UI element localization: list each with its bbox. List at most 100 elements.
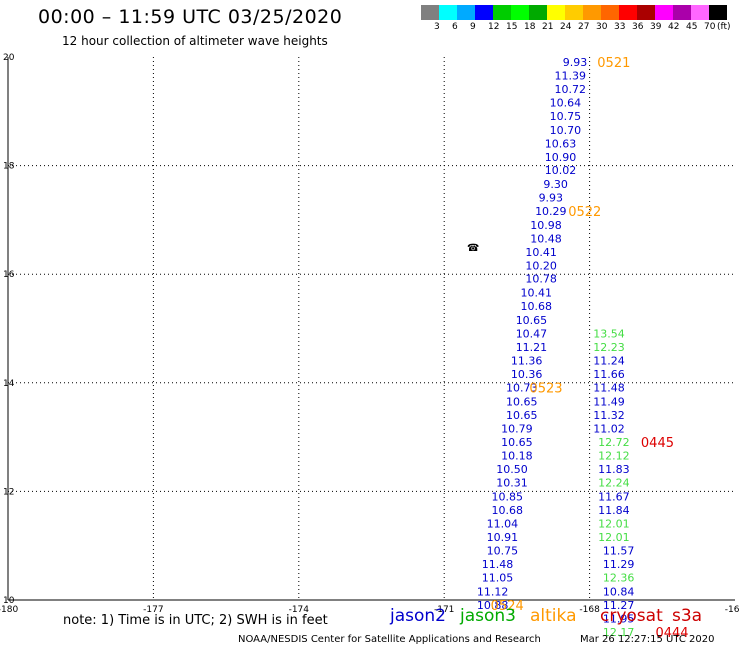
- x-tick-label: -171: [434, 605, 454, 615]
- wave-height-value: 11.12: [477, 585, 509, 598]
- wave-height-value: 10.29: [535, 205, 567, 218]
- wave-height-value: 11.24: [593, 355, 625, 368]
- legend-swatch: [493, 5, 511, 20]
- x-tick-label: -177: [143, 605, 163, 615]
- wave-height-value: 11.32: [593, 409, 625, 422]
- y-tick-label: 20: [3, 53, 15, 63]
- island-marker: ☎: [467, 243, 479, 254]
- wave-height-value: 10.75: [487, 545, 519, 558]
- wave-height-value: 12.72: [598, 436, 630, 449]
- legend-swatch: [511, 5, 529, 20]
- legend-label: 45: [686, 22, 698, 32]
- satellite-s3a: s3a: [672, 606, 703, 626]
- wave-height-value: 11.48: [482, 558, 514, 571]
- wave-height-value: 10.85: [491, 490, 523, 503]
- wave-height-value: 10.20: [525, 260, 557, 273]
- wave-height-value: 12.12: [598, 450, 630, 463]
- wave-height-value: 10.65: [506, 409, 538, 422]
- generation-timestamp: Mar 26 12:27:15 UTC 2020: [580, 634, 715, 645]
- legend-label: 42: [668, 22, 680, 32]
- wave-height-value: 12.23: [593, 341, 625, 354]
- wave-height-value: 12.01: [598, 531, 630, 544]
- wave-height-value: 11.04: [487, 517, 519, 530]
- y-tick-label: 12: [3, 487, 14, 497]
- wave-height-value: 11.39: [554, 69, 586, 82]
- legend-label: 39: [650, 22, 662, 32]
- wave-height-value: 10.18: [501, 450, 533, 463]
- legend-label: 12: [488, 22, 500, 32]
- legend-swatch: [601, 5, 619, 20]
- pass-time-label: 0523: [529, 382, 562, 397]
- wave-height-value: 10.75: [550, 110, 582, 123]
- legend-swatch: [457, 5, 475, 20]
- wave-height-value: 12.24: [598, 477, 630, 490]
- legend-swatch: [439, 5, 457, 20]
- x-tick-label: -165: [725, 605, 740, 615]
- legend-label: 30: [596, 22, 608, 32]
- color-scale-labels: 3 6 9 12 15 18 21 24 27 30 33 36 39 42 45 70 (ft): [421, 22, 736, 34]
- wave-height-value: 10.02: [545, 164, 577, 177]
- wave-height-value: 11.57: [603, 545, 635, 558]
- legend-swatch: [655, 5, 673, 20]
- wave-height-value: 10.50: [496, 463, 528, 476]
- legend-swatch: [565, 5, 583, 20]
- color-scale-legend: [421, 5, 727, 20]
- legend-label: 36: [632, 22, 644, 32]
- wave-height-value: 11.49: [593, 395, 625, 408]
- x-tick-label: -168: [579, 605, 600, 615]
- legend-swatch: [421, 5, 439, 20]
- satellite-cryosat: cryosat: [600, 606, 663, 626]
- wave-height-value: 10.90: [545, 151, 577, 164]
- legend-swatch: [475, 5, 493, 20]
- wave-height-value: 10.79: [501, 422, 533, 435]
- wave-height-value: 10.73: [506, 382, 538, 395]
- satellite-jason2: jason2: [390, 606, 446, 626]
- legend-label: 24: [560, 22, 572, 32]
- wave-height-value: 11.95: [603, 612, 635, 625]
- legend-label: 18: [524, 22, 536, 32]
- wave-height-value: 10.68: [521, 300, 553, 313]
- pass-time-label: 0524: [491, 599, 524, 614]
- legend-swatch: [709, 5, 727, 20]
- wave-height-value: 10.36: [511, 368, 543, 381]
- wave-height-value: 11.83: [598, 463, 630, 476]
- legend-swatch: [637, 5, 655, 20]
- wave-height-value: 11.66: [593, 368, 625, 381]
- legend-label: 15: [506, 22, 518, 32]
- wave-height-value: 11.36: [511, 355, 543, 368]
- legend-label: 27: [578, 22, 590, 32]
- wave-height-value: 10.84: [603, 585, 635, 598]
- wave-height-value: 12.36: [603, 572, 635, 585]
- legend-label: 33: [614, 22, 626, 32]
- wave-height-value: 11.27: [603, 599, 635, 612]
- legend-label: 70: [704, 22, 716, 32]
- wave-height-value: 10.48: [530, 232, 562, 245]
- wave-height-value: 10.41: [521, 287, 553, 300]
- pass-time-label: 0521: [597, 56, 630, 71]
- wave-height-value: 10.65: [501, 436, 533, 449]
- wave-height-value: 11.05: [482, 572, 514, 585]
- wave-height-value: 10.41: [525, 246, 557, 259]
- legend-label: 3: [434, 22, 440, 32]
- credit-line: NOAA/NESDIS Center for Satellite Applica…: [238, 634, 541, 645]
- wave-height-value: 11.84: [598, 504, 630, 517]
- wave-height-value: 11.67: [598, 490, 630, 503]
- wave-height-value: 10.65: [516, 314, 548, 327]
- wave-height-value: 9.30: [543, 178, 568, 191]
- y-tick-label: 14: [3, 379, 15, 389]
- satellite-altika: altika: [530, 606, 577, 626]
- legend-swatch: [619, 5, 637, 20]
- legend-swatch: [583, 5, 601, 20]
- legend-swatch: [673, 5, 691, 20]
- satellite-jason3: jason3: [460, 606, 516, 626]
- legend-label: 6: [452, 22, 458, 32]
- wave-height-value: 10.65: [506, 395, 538, 408]
- wave-height-value: 10.47: [516, 327, 548, 340]
- legend-label: 21: [542, 22, 554, 32]
- y-tick-label: 10: [3, 596, 15, 606]
- wave-height-value: 12.17: [603, 626, 635, 639]
- legend-label: 9: [470, 22, 476, 32]
- wave-height-value: 11.02: [593, 422, 625, 435]
- wave-height-value: 10.72: [554, 83, 586, 96]
